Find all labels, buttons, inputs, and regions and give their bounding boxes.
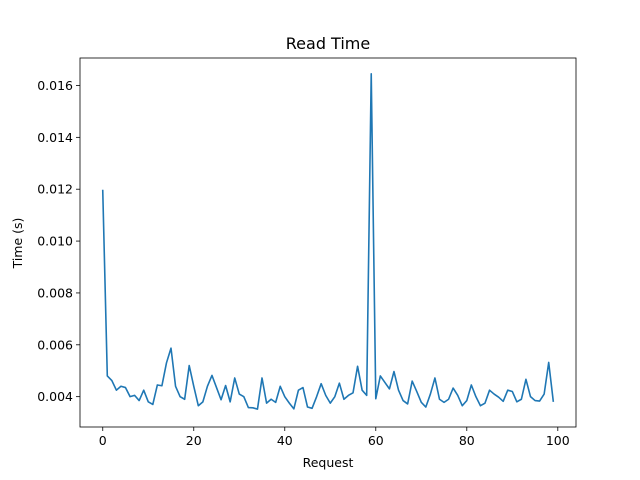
plot-area bbox=[80, 58, 576, 427]
x-tick-label: 60 bbox=[368, 433, 384, 448]
x-tick-label: 40 bbox=[277, 433, 293, 448]
y-tick-label: 0.006 bbox=[37, 337, 73, 352]
y-axis-label: Time (s) bbox=[10, 218, 25, 270]
y-tick-label: 0.008 bbox=[37, 285, 73, 300]
x-tick-label: 80 bbox=[459, 433, 475, 448]
y-tick-label: 0.012 bbox=[37, 182, 73, 197]
y-tick-label: 0.010 bbox=[37, 234, 73, 249]
y-tick-label: 0.014 bbox=[37, 130, 73, 145]
x-axis-label: Request bbox=[303, 455, 354, 470]
x-tick-label: 20 bbox=[186, 433, 202, 448]
y-tick-label: 0.004 bbox=[37, 389, 73, 404]
y-axis-ticks: 0.004 0.006 0.008 0.010 0.012 0.014 0.016 bbox=[37, 78, 80, 404]
x-tick-label: 100 bbox=[546, 433, 570, 448]
y-tick-label: 0.016 bbox=[37, 78, 73, 93]
x-tick-label: 0 bbox=[99, 433, 107, 448]
plot-frame bbox=[79, 57, 577, 428]
series-line bbox=[101, 73, 555, 410]
x-axis-ticks: 0 20 40 60 80 100 bbox=[99, 427, 570, 448]
chart-title: Read Time bbox=[286, 34, 370, 53]
